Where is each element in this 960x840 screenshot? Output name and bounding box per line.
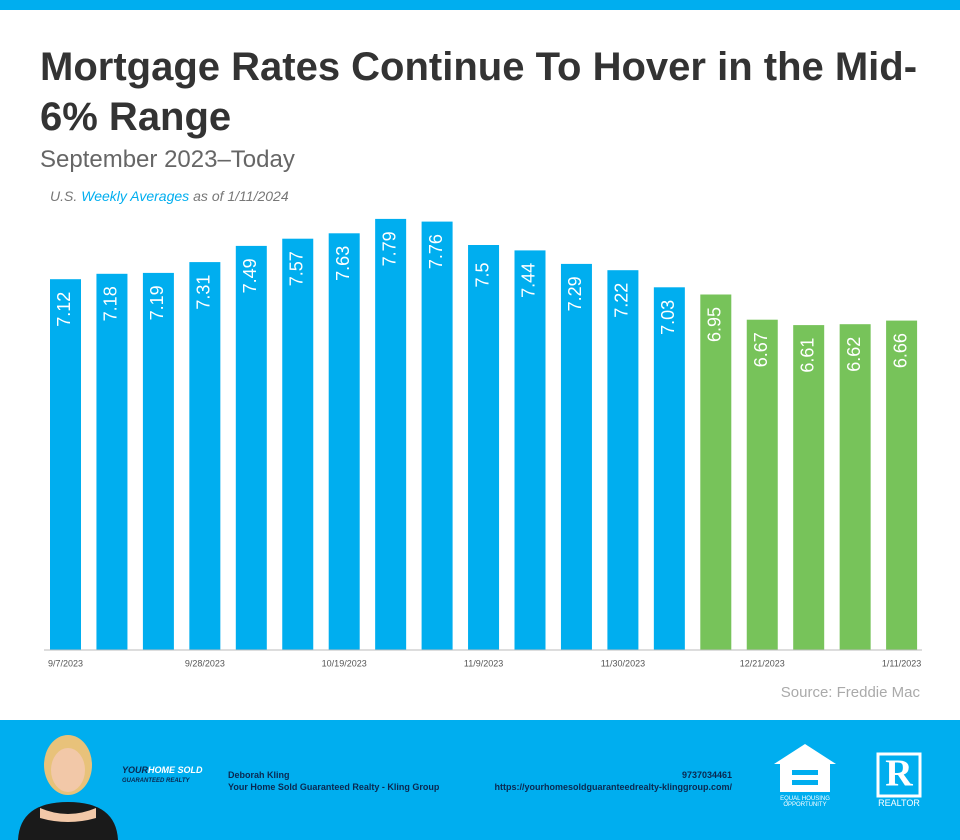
x-tick-label: 11/30/2023 (601, 658, 645, 668)
bar (50, 279, 81, 650)
value-label: 7.29 (565, 276, 585, 311)
agent-url[interactable]: https://yourhomesoldguaranteedrealty-kli… (494, 782, 732, 792)
value-label: 7.76 (426, 234, 446, 269)
value-label: 7.12 (54, 292, 74, 327)
logo-text: YOUR (122, 765, 149, 775)
chart-subtitle: September 2023–Today (40, 146, 295, 173)
photo-shoulders (40, 808, 96, 822)
chart-note: U.S. Weekly Averages as of 1/11/2024 (50, 188, 293, 204)
x-tick-label: 12/21/2023 (740, 658, 785, 668)
bar (282, 238, 314, 650)
bar (514, 250, 546, 650)
value-label: 7.63 (333, 246, 353, 281)
value-label: 7.57 (287, 251, 307, 286)
logo: YOURHOME SOLD GUARANTEED REALTY (122, 766, 203, 786)
x-tick-label: 9/7/2023 (48, 658, 83, 668)
value-label: 7.22 (612, 283, 632, 318)
bar (886, 320, 918, 650)
note-highlight: Weekly Averages (81, 188, 190, 204)
value-label: 6.66 (890, 333, 910, 368)
realtor-label: REALTOR (878, 798, 920, 808)
value-label: 7.19 (147, 285, 167, 320)
source: Source: Freddie Mac (780, 684, 920, 701)
eho-roof (774, 744, 836, 764)
footer: R YOURHOME SOLD GUARANTEED REALTY Debora… (0, 720, 960, 840)
chart: 7.12 9/7/2023 7.18 7.19 7.31 9/28/2023 7.49 7.5… (44, 218, 922, 668)
bar (468, 245, 500, 650)
bar (700, 294, 732, 650)
eho-house (780, 762, 830, 792)
bar (189, 262, 221, 650)
x-tick-label: 10/19/2023 (322, 658, 367, 668)
realtor-box (876, 752, 922, 798)
logo-text: HOME SOLD (148, 765, 203, 775)
logo-text: GUARANTEED REALTY (122, 778, 190, 784)
agent-phone: 9737034461 (681, 770, 732, 780)
value-label: 7.5 (472, 262, 492, 287)
bar (235, 245, 267, 650)
bar (746, 319, 778, 650)
agent-name: Deborah Kling (228, 770, 290, 780)
bar (560, 263, 592, 650)
bar (142, 272, 174, 650)
bar (839, 324, 871, 650)
bar (328, 233, 360, 651)
value-label: 7.03 (658, 300, 678, 335)
photo-face (51, 748, 85, 792)
eho-bar (792, 770, 818, 775)
eho-label: EQUAL HOUSING OPPORTUNITY (780, 796, 830, 808)
value-label: 7.44 (519, 263, 539, 298)
value-label: 6.62 (844, 337, 864, 372)
value-label: 7.31 (194, 275, 214, 310)
x-tick-label: 1/11/2023 (882, 658, 921, 668)
note-text: U.S. (50, 188, 78, 204)
value-label: 7.18 (101, 286, 121, 321)
footer-graphics: R (18, 735, 922, 840)
bar (421, 221, 453, 650)
bar (96, 273, 128, 650)
value-label: 7.79 (379, 231, 399, 266)
bar (375, 218, 407, 650)
bar (793, 325, 825, 650)
x-tick-label: 11/9/2023 (464, 658, 503, 668)
value-label: 6.61 (797, 338, 817, 373)
bar (653, 287, 685, 650)
eho-bar (792, 780, 818, 785)
realtor-r: R (885, 753, 913, 795)
x-tick-label: 9/28/2023 (185, 658, 225, 668)
value-label: 6.67 (751, 332, 771, 367)
value-label: 7.49 (240, 258, 260, 293)
note-text: as of 1/11/2024 (193, 188, 289, 204)
bar (607, 270, 639, 650)
value-label: 6.95 (705, 307, 725, 342)
chart-title: Mortgage Rates Continue To Hover in the … (40, 45, 918, 139)
agent-company: Your Home Sold Guaranteed Realty - Kling… (228, 782, 440, 792)
top-strip (0, 0, 960, 10)
